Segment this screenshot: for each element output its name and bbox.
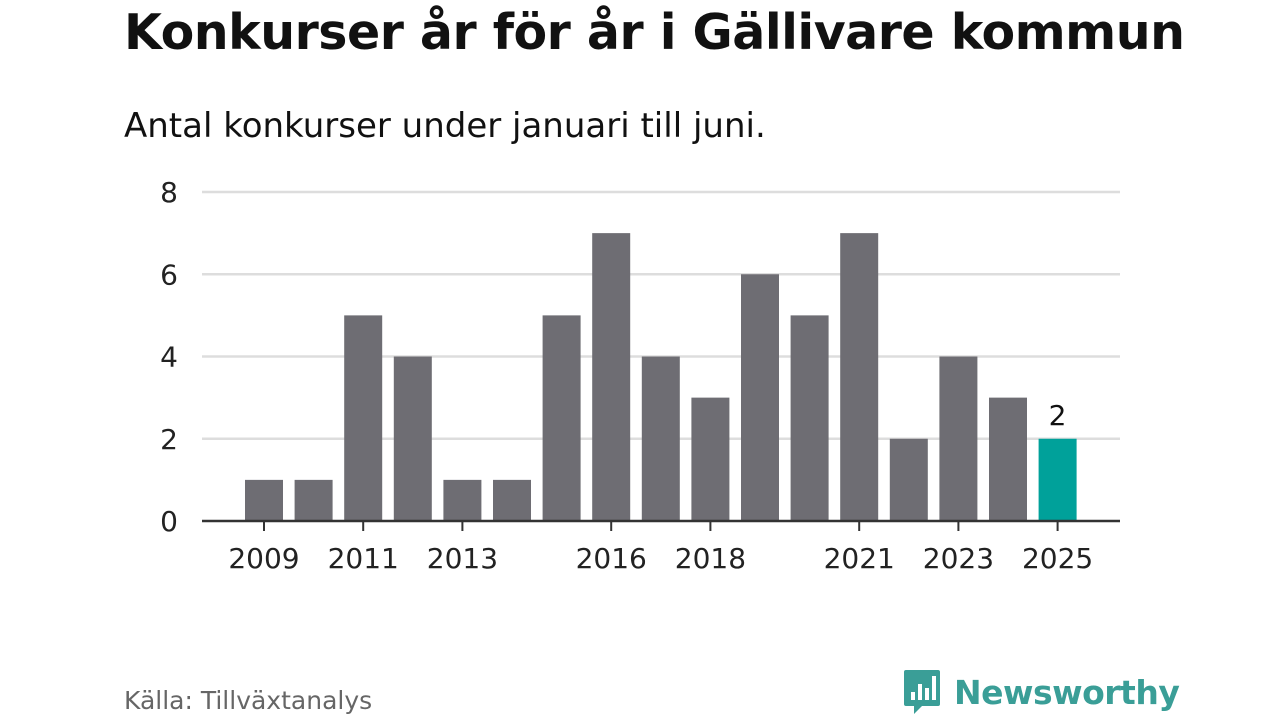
- x-tick-label: 2021: [824, 542, 895, 575]
- x-tick-label: 2016: [576, 542, 647, 575]
- x-tick-label: 2009: [228, 542, 299, 575]
- bar-2023: [939, 356, 978, 521]
- bar-2010: [294, 479, 333, 521]
- bar-chart: 0 2 4 6 8 2009 2011 2013 2016 2018 2021 2023 2025 2: [160, 176, 1120, 575]
- bar-2020: [790, 315, 829, 521]
- bar-2021: [840, 233, 879, 521]
- bar-2012: [393, 356, 432, 521]
- bar-2025: [1038, 438, 1077, 521]
- chart-subtitle: Antal konkurser under januari till juni.: [124, 106, 766, 146]
- bar-2009: [245, 479, 283, 521]
- y-tick-label: 0: [160, 505, 178, 538]
- data-labels: 2: [1049, 399, 1067, 432]
- bar-2013: [443, 479, 482, 521]
- bar-2018: [691, 397, 730, 521]
- y-tick-label: 8: [160, 176, 178, 209]
- brand-logo: Newsworthy: [902, 668, 1180, 716]
- bar-2022: [889, 438, 928, 521]
- bar-2016: [592, 233, 631, 521]
- x-tick-label: 2013: [427, 542, 498, 575]
- y-tick-label: 6: [160, 258, 178, 291]
- x-tick-label: 2018: [675, 542, 746, 575]
- bar-2019: [741, 274, 779, 521]
- y-tick-label: 4: [160, 341, 178, 374]
- x-tick-label: 2025: [1022, 542, 1093, 575]
- bar-2011: [344, 315, 383, 521]
- bars: [245, 233, 1077, 521]
- x-tick-label: 2011: [328, 542, 399, 575]
- source-note: Källa: Tillväxtanalys: [124, 686, 373, 715]
- y-tick-label: 2: [160, 423, 178, 456]
- bar-2024: [989, 397, 1027, 521]
- bar-2017: [641, 356, 680, 521]
- brand-name: Newsworthy: [954, 672, 1180, 712]
- bar-2015: [542, 315, 581, 521]
- chart-title: Konkurser år för år i Gällivare kommun: [124, 4, 1185, 61]
- data-label-2025: 2: [1049, 399, 1067, 432]
- bar-2014: [493, 479, 531, 521]
- x-axis-ticks: 2009 2011 2013 2016 2018 2021 2023 2025: [228, 521, 1093, 575]
- y-axis-ticks: 0 2 4 6 8: [160, 176, 178, 538]
- x-tick-label: 2023: [923, 542, 994, 575]
- newsworthy-logo-icon: [904, 670, 940, 714]
